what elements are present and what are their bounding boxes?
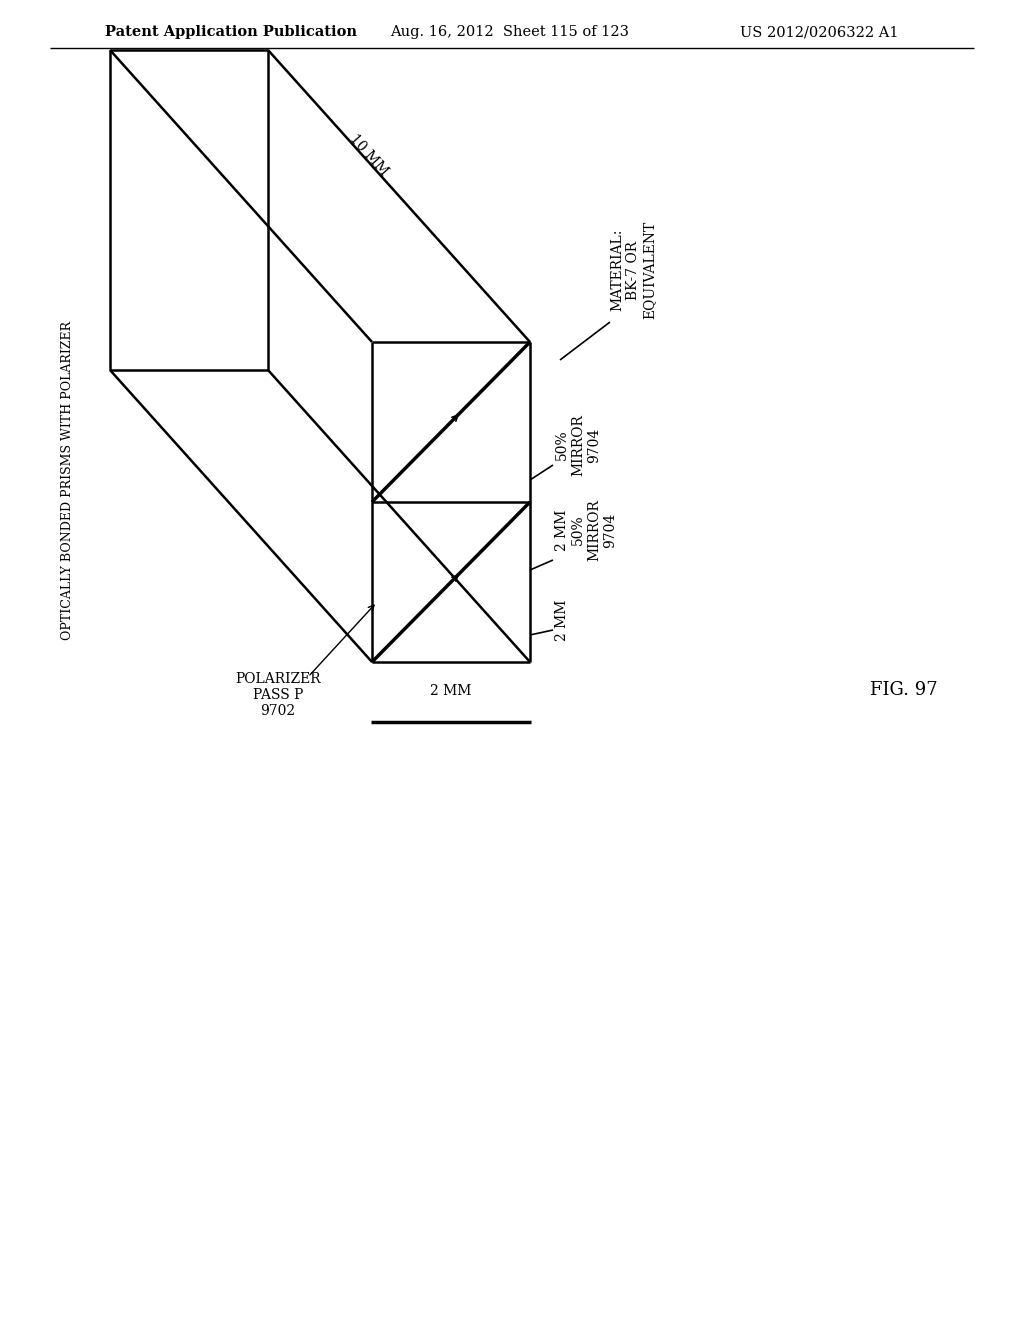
- Text: 50%
MIRROR
9704: 50% MIRROR 9704: [555, 414, 601, 477]
- Text: Aug. 16, 2012  Sheet 115 of 123: Aug. 16, 2012 Sheet 115 of 123: [390, 25, 629, 40]
- Text: 10 MM: 10 MM: [347, 131, 391, 178]
- Text: POLARIZER
PASS P
9702: POLARIZER PASS P 9702: [236, 672, 321, 718]
- Text: US 2012/0206322 A1: US 2012/0206322 A1: [740, 25, 898, 40]
- Text: 2 MM: 2 MM: [555, 599, 569, 640]
- Text: 2 MM
50%
MIRROR
9704: 2 MM 50% MIRROR 9704: [555, 499, 617, 561]
- Text: MATERIAL:
BK-7 OR
EQUIVALENT: MATERIAL: BK-7 OR EQUIVALENT: [610, 220, 656, 319]
- Text: 2 MM: 2 MM: [430, 684, 472, 698]
- Text: FIG. 97: FIG. 97: [870, 681, 938, 700]
- Text: OPTICALLY BONDED PRISMS WITH POLARIZER: OPTICALLY BONDED PRISMS WITH POLARIZER: [61, 321, 75, 640]
- Text: Patent Application Publication: Patent Application Publication: [105, 25, 357, 40]
